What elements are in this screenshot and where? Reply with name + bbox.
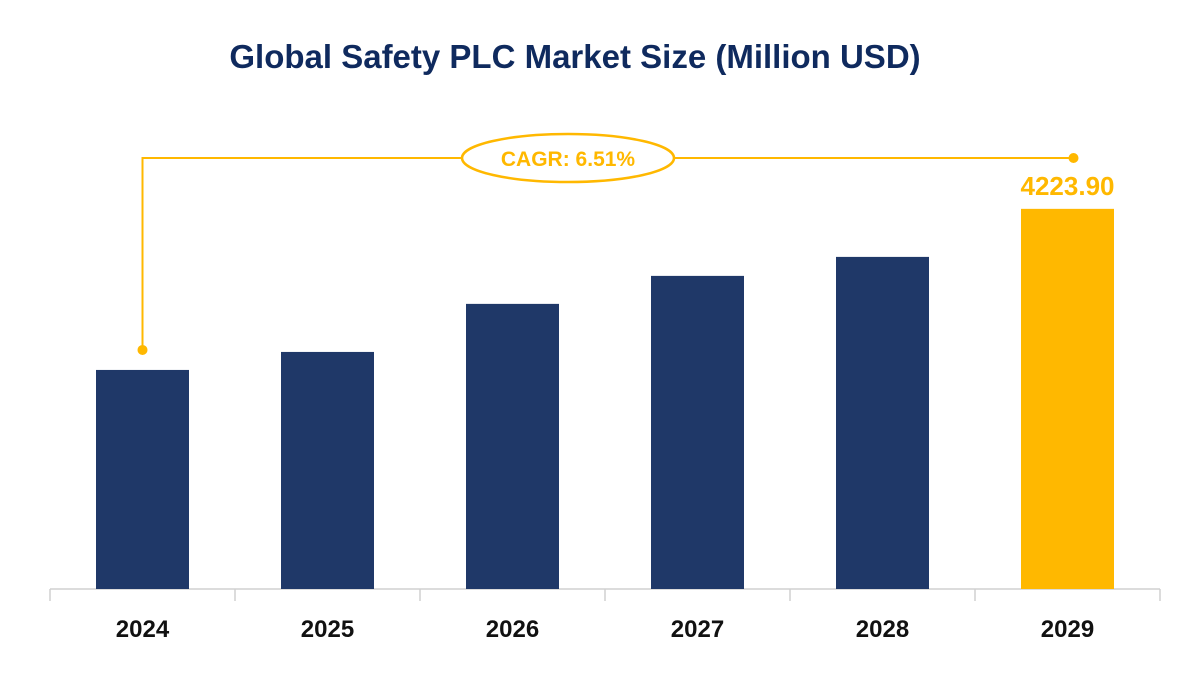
cagr-label: CAGR: 6.51% bbox=[501, 148, 636, 171]
cagr-start-dot bbox=[137, 344, 148, 355]
cagr-end-dot bbox=[1068, 153, 1079, 163]
bar-2027 bbox=[651, 275, 744, 589]
bar-2025 bbox=[281, 351, 374, 589]
x-tick-label-2024: 2024 bbox=[116, 616, 170, 643]
x-tick-label-2026: 2026 bbox=[486, 616, 539, 643]
cagr-connector-line bbox=[141, 157, 1074, 350]
x-tick-label-2029: 2029 bbox=[1041, 616, 1094, 643]
x-tick-label-2027: 2027 bbox=[671, 616, 724, 643]
bar-2024 bbox=[96, 369, 189, 589]
bar-2029 bbox=[1021, 208, 1114, 589]
bar-2028 bbox=[836, 256, 929, 589]
chart-title: Global Safety PLC Market Size (Million U… bbox=[229, 38, 921, 75]
x-tick-label-2028: 2028 bbox=[856, 616, 909, 643]
x-tick-label-2025: 2025 bbox=[301, 616, 354, 643]
bar-2026 bbox=[466, 303, 559, 589]
cagr-ellipse bbox=[460, 132, 676, 184]
data-label-2029: 4223.90 bbox=[1021, 171, 1115, 201]
